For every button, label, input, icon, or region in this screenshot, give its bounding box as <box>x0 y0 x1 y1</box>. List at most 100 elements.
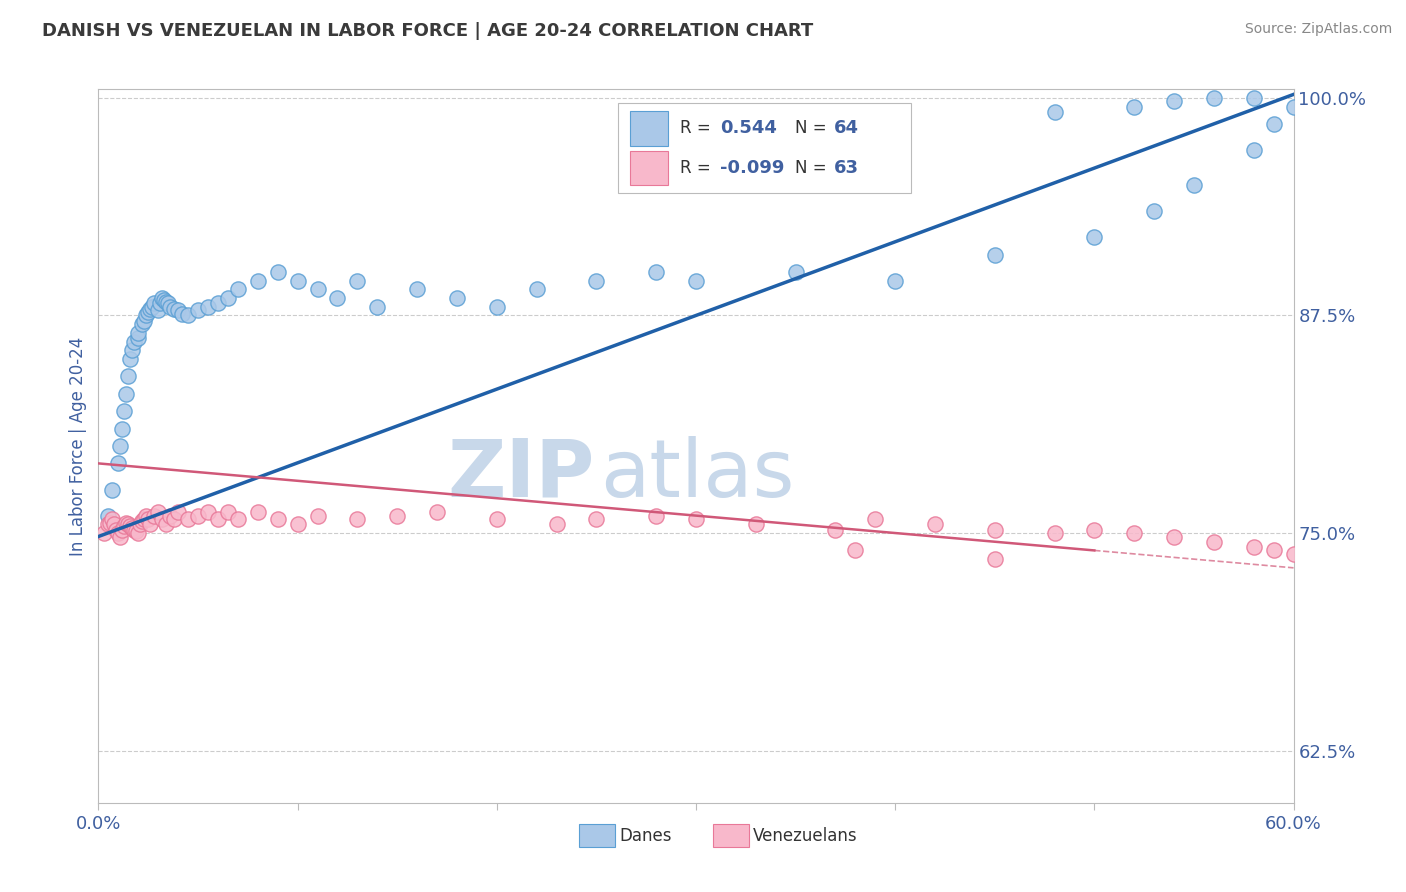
Point <box>149 296 172 310</box>
Point <box>153 293 176 307</box>
Point <box>307 282 329 296</box>
Point <box>115 386 138 401</box>
Point <box>93 526 115 541</box>
Point <box>157 296 180 310</box>
Point <box>124 334 146 349</box>
Point <box>585 512 607 526</box>
Text: N =: N = <box>796 120 832 137</box>
Point <box>207 512 229 526</box>
Point <box>103 517 125 532</box>
Point <box>884 274 907 288</box>
Point <box>685 512 707 526</box>
Point <box>131 514 153 528</box>
Point <box>159 300 181 314</box>
Point <box>131 317 153 331</box>
Point <box>246 505 269 519</box>
Point <box>366 300 388 314</box>
Text: 0.544: 0.544 <box>720 120 776 137</box>
Point <box>112 519 135 533</box>
Point <box>150 512 173 526</box>
Point <box>1282 100 1305 114</box>
Point <box>924 517 946 532</box>
Point <box>139 301 162 316</box>
Point <box>226 512 249 526</box>
Point <box>984 523 1007 537</box>
Text: R =: R = <box>681 120 717 137</box>
Text: atlas: atlas <box>600 435 794 514</box>
Point <box>585 274 607 288</box>
Point <box>346 512 368 526</box>
Point <box>120 351 142 366</box>
Point <box>150 291 173 305</box>
Text: Venezuelans: Venezuelans <box>754 827 858 845</box>
Point <box>97 508 120 523</box>
Point <box>1043 526 1066 541</box>
Point <box>1163 95 1185 109</box>
Point <box>217 291 239 305</box>
Point <box>187 508 209 523</box>
Point <box>326 291 349 305</box>
Point <box>346 274 368 288</box>
Point <box>785 265 807 279</box>
Point <box>111 421 134 435</box>
Point <box>135 309 157 323</box>
Point <box>121 521 143 535</box>
Point <box>148 303 170 318</box>
FancyBboxPatch shape <box>579 824 614 847</box>
Point <box>101 512 124 526</box>
Point <box>1282 547 1305 561</box>
Point <box>865 512 887 526</box>
Text: 64: 64 <box>834 120 859 137</box>
Point <box>1163 529 1185 543</box>
Point <box>124 523 146 537</box>
Point <box>177 309 200 323</box>
Text: ZIP: ZIP <box>447 435 595 514</box>
Point <box>127 331 149 345</box>
Text: Source: ZipAtlas.com: Source: ZipAtlas.com <box>1244 22 1392 37</box>
Point <box>187 303 209 318</box>
Text: DANISH VS VENEZUELAN IN LABOR FORCE | AGE 20-24 CORRELATION CHART: DANISH VS VENEZUELAN IN LABOR FORCE | AG… <box>42 22 814 40</box>
Point <box>1043 104 1066 119</box>
Point <box>984 247 1007 261</box>
Point <box>107 526 129 541</box>
FancyBboxPatch shape <box>630 151 668 185</box>
Point <box>167 505 190 519</box>
FancyBboxPatch shape <box>713 824 748 847</box>
Point <box>117 517 139 532</box>
Point <box>844 543 866 558</box>
Point <box>1263 543 1285 558</box>
FancyBboxPatch shape <box>619 103 911 193</box>
Point <box>226 282 249 296</box>
Point <box>984 552 1007 566</box>
Point <box>148 505 170 519</box>
Point <box>406 282 429 296</box>
Point <box>197 505 219 519</box>
Point <box>385 508 409 523</box>
Point <box>110 529 132 543</box>
Point <box>141 300 163 314</box>
Point <box>685 274 707 288</box>
Point <box>526 282 548 296</box>
Point <box>1243 91 1265 105</box>
Point <box>485 512 508 526</box>
Point <box>446 291 468 305</box>
Point <box>129 517 152 532</box>
Point <box>745 517 768 532</box>
Text: N =: N = <box>796 159 832 177</box>
Point <box>1243 540 1265 554</box>
Point <box>136 512 159 526</box>
Point <box>207 296 229 310</box>
Point <box>287 517 309 532</box>
Point <box>645 265 668 279</box>
Text: R =: R = <box>681 159 717 177</box>
Point <box>1243 143 1265 157</box>
Point <box>139 517 162 532</box>
Point <box>127 326 149 340</box>
Point <box>177 512 200 526</box>
FancyBboxPatch shape <box>630 112 668 145</box>
Point <box>121 343 143 358</box>
Point <box>125 524 148 539</box>
Point <box>546 517 568 532</box>
Point <box>120 519 142 533</box>
Point <box>136 305 159 319</box>
